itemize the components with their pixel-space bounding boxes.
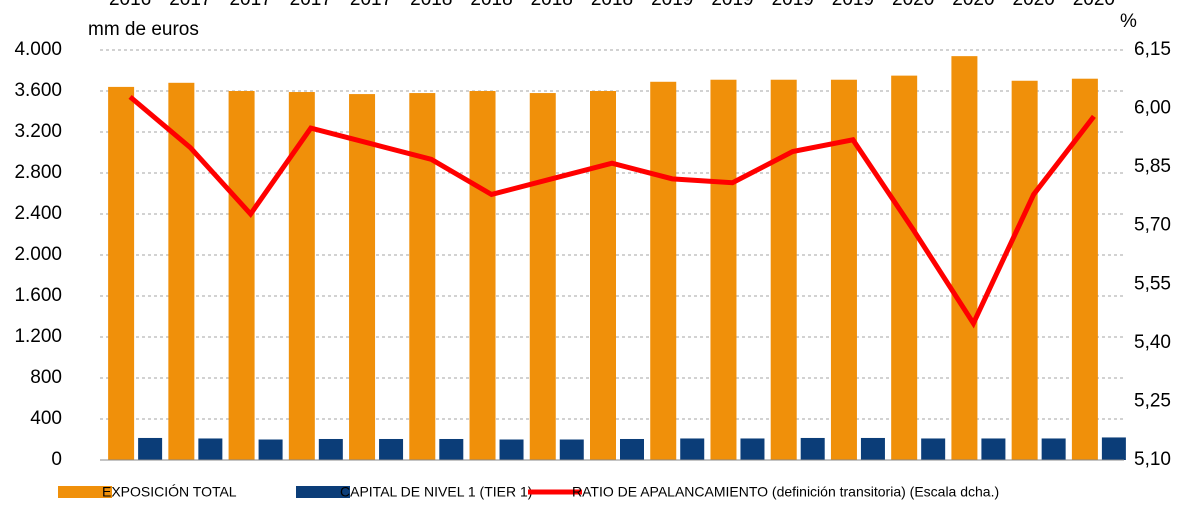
x-tick-label: 2018 <box>470 0 512 10</box>
bar <box>228 91 255 460</box>
x-tick-label: 2017 <box>229 0 271 10</box>
bar <box>409 93 436 461</box>
x-tick-label: 2018 <box>591 0 633 10</box>
x-tick-label: 2019 <box>651 0 693 10</box>
x-tick-label: 2017 <box>169 0 211 10</box>
bar <box>1011 80 1038 460</box>
bar <box>921 438 946 460</box>
legend-label: CAPITAL DE NIVEL 1 (TIER 1) <box>340 484 532 500</box>
bar <box>981 438 1006 460</box>
bar <box>770 79 797 460</box>
bar <box>349 94 376 460</box>
y-tick-label: 2.000 <box>14 244 62 265</box>
x-tick-label: 2018 <box>531 0 573 10</box>
y-tick-label: 1.600 <box>14 285 62 306</box>
x-tick-label: 2020 <box>892 0 934 10</box>
y2-tick-label: 6,00 <box>1134 98 1171 119</box>
y2-tick-label: 5,70 <box>1134 215 1171 236</box>
x-tick-label: 2018 <box>410 0 452 10</box>
bar <box>288 92 315 461</box>
x-tick-label: 2020 <box>952 0 994 10</box>
x-tick-label: 2019 <box>711 0 753 10</box>
legend-label: RATIO DE APALANCAMIENTO (definición tran… <box>572 484 999 500</box>
bar <box>740 438 765 460</box>
y2-tick-label: 5,25 <box>1134 390 1171 411</box>
bar <box>499 439 524 460</box>
y-tick-label: 4.000 <box>14 39 62 60</box>
bar <box>138 437 163 460</box>
bar <box>439 438 464 460</box>
y-tick-label: 2.400 <box>14 203 62 224</box>
bar <box>318 438 343 460</box>
legend-swatch <box>296 486 350 498</box>
bar <box>710 79 737 460</box>
line-series <box>128 94 1096 329</box>
legend-swatch <box>58 486 112 498</box>
bar <box>198 438 223 460</box>
bar <box>469 91 496 460</box>
y-tick-label: 800 <box>30 367 62 388</box>
bar <box>830 79 857 460</box>
y-tick-label: 3.200 <box>14 121 62 142</box>
bar <box>860 437 885 460</box>
y2-tick-label: 5,10 <box>1134 449 1171 470</box>
bar <box>108 86 135 461</box>
x-tick-label: 2017 <box>290 0 332 10</box>
x-tick-label: 2019 <box>832 0 874 10</box>
legend-label: EXPOSICIÓN TOTAL <box>102 484 237 500</box>
bar <box>891 75 918 460</box>
y2-tick-label: 5,55 <box>1134 273 1171 294</box>
y2-tick-label: 6,15 <box>1134 39 1171 60</box>
y2-tick-label: 5,85 <box>1134 156 1171 177</box>
y-axis-label: mm de euros <box>88 19 199 40</box>
x-tick-label: 2020 <box>1073 0 1115 10</box>
bar <box>1101 437 1126 460</box>
y-tick-label: 400 <box>30 408 62 429</box>
bar <box>951 56 978 461</box>
y-tick-label: 2.800 <box>14 162 62 183</box>
x-tick-label: 2019 <box>772 0 814 10</box>
x-tick-label: 2020 <box>1013 0 1055 10</box>
bar <box>258 439 283 460</box>
bar <box>680 438 705 460</box>
bar <box>620 438 644 460</box>
x-tick-label: 2017 <box>350 0 392 10</box>
bar <box>1041 438 1066 460</box>
bar <box>800 437 825 460</box>
x-tick-label: 2016 <box>109 0 151 10</box>
y-tick-label: 3.600 <box>14 80 62 101</box>
bar <box>650 81 677 461</box>
bar <box>379 438 404 460</box>
y2-tick-label: 5,40 <box>1134 332 1171 353</box>
y2-axis-label: % <box>1120 11 1137 32</box>
y-tick-label: 1.200 <box>14 326 62 347</box>
bar <box>590 91 616 460</box>
y-tick-label: 0 <box>51 449 62 470</box>
bar <box>529 93 556 461</box>
bar <box>559 439 584 460</box>
